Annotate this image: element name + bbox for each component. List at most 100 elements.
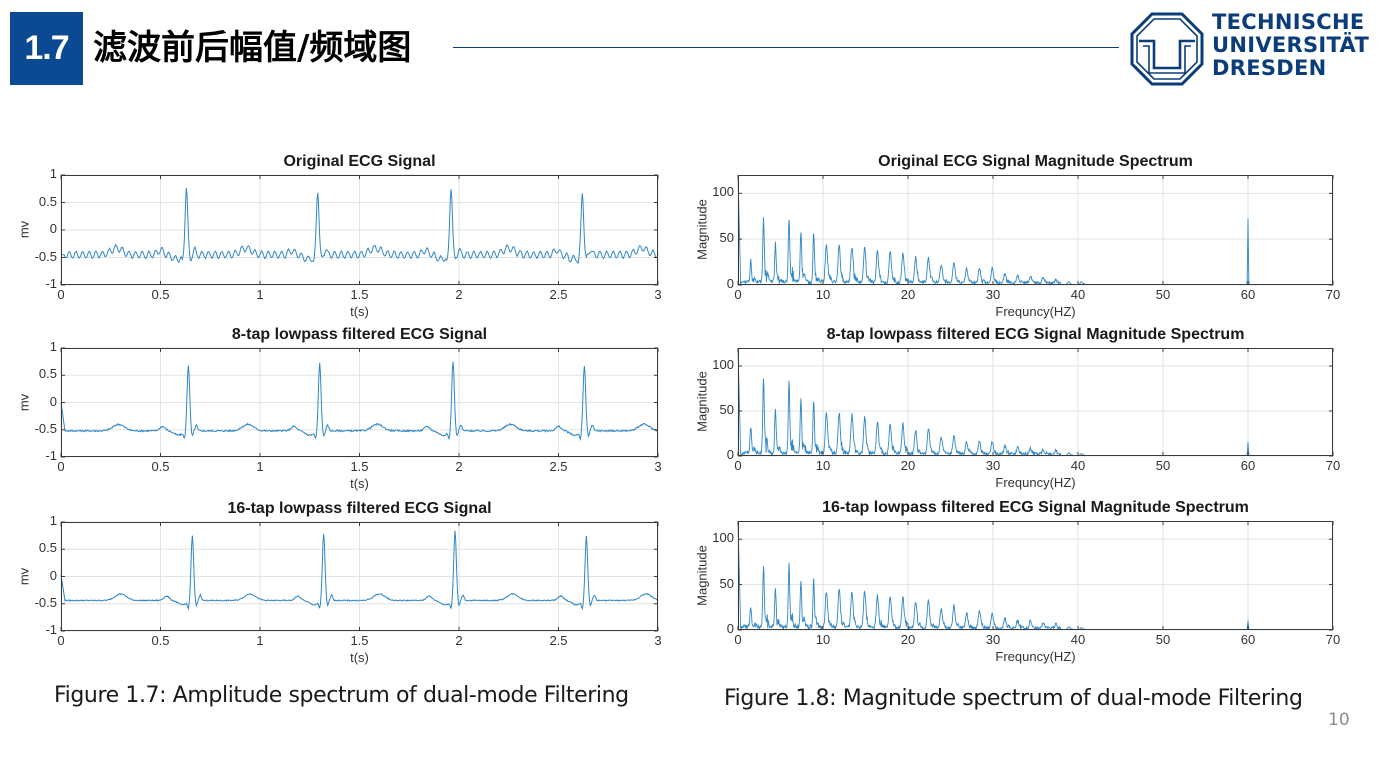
y-axis-label: Magnitude	[694, 371, 710, 432]
x-tick-label: 70	[1325, 287, 1341, 302]
tu-dresden-octagon-logo-icon	[1130, 12, 1204, 86]
logo-line-2: UNIVERSITÄT	[1212, 33, 1370, 57]
x-tick-label: 10	[815, 287, 831, 302]
section-number: 1.7	[24, 29, 69, 67]
tu-dresden-logo: TECHNISCHE UNIVERSITÄT DRESDEN	[1130, 11, 1380, 86]
data-series-line	[60, 530, 659, 611]
chart-title: 16-tap lowpass filtered ECG Signal	[227, 500, 492, 517]
y-tick-label: 100	[712, 357, 734, 372]
x-tick-label: 3	[654, 633, 662, 648]
x-tick-label: 30	[985, 458, 1001, 473]
chart-5: 8-tap lowpass filtered ECG Signal Magnit…	[695, 326, 1341, 490]
y-tick-label: 100	[712, 184, 734, 200]
y-tick-label: 1	[49, 166, 57, 181]
x-tick-label: 10	[815, 458, 831, 473]
chart-3: 16-tap lowpass filtered ECG Signal 0 0.5 1 1…	[17, 500, 662, 665]
y-tick-label: 0.5	[38, 193, 57, 209]
y-tick-label: -0.5	[34, 594, 57, 610]
x-tick-label: 0	[734, 458, 742, 473]
x-tick-label: 50	[1155, 287, 1171, 302]
chart-6: 16-tap lowpass filtered ECG Signal Magni…	[695, 499, 1341, 664]
y-tick-label: 0	[49, 393, 57, 409]
plot-area	[737, 174, 1334, 287]
logo-line-3: DRESDEN	[1212, 56, 1327, 80]
y-tick-label: 50	[719, 230, 734, 246]
x-axis-label: Frequncy(HZ)	[995, 304, 1076, 319]
x-tick-label: 60	[1240, 458, 1256, 473]
y-tick-label: 50	[719, 402, 734, 417]
x-tick-label: 2	[455, 287, 463, 302]
x-tick-label: 0.5	[151, 287, 170, 302]
y-axis-label: mv	[16, 567, 32, 585]
x-tick-label: 70	[1325, 632, 1341, 647]
chart-title: 8-tap lowpass filtered ECG Signal Magnit…	[826, 326, 1245, 343]
x-tick-label: 2.5	[549, 287, 568, 302]
chart-title: Original ECG Signal Magnitude Spectrum	[878, 153, 1193, 170]
x-tick-label: 1.5	[350, 459, 369, 474]
y-tick-label: -1	[45, 622, 57, 637]
figure-caption-left: Figure 1.7: Amplitude spectrum of dual-m…	[54, 683, 629, 708]
y-tick-label: 1	[49, 513, 57, 528]
x-tick-label: 2	[455, 633, 463, 648]
y-tick-label: -0.5	[34, 420, 57, 436]
y-tick-label: 100	[712, 530, 734, 546]
x-tick-label: 0	[734, 287, 742, 302]
x-tick-label: 10	[815, 632, 831, 647]
y-axis-label: Magnitude	[694, 544, 710, 606]
chart-title: Original ECG Signal	[283, 153, 436, 170]
title-divider	[453, 47, 1119, 48]
y-axis-label: mv	[16, 393, 32, 411]
chart-4: Original ECG Signal Magnitude Spectrum 0 1…	[695, 153, 1341, 319]
x-tick-label: 0	[734, 632, 742, 647]
x-tick-label: 1	[256, 459, 264, 474]
x-tick-label: 60	[1240, 632, 1256, 647]
data-series-line	[61, 187, 659, 264]
x-axis-label: t(s)	[350, 304, 369, 319]
x-tick-label: 20	[900, 458, 916, 473]
plot-area	[60, 347, 659, 458]
x-tick-label: 40	[1070, 458, 1086, 473]
x-tick-label: 1.5	[350, 287, 369, 302]
x-tick-label: 1	[256, 287, 264, 302]
x-tick-label: 20	[900, 632, 916, 647]
x-tick-label: 70	[1325, 458, 1341, 473]
y-tick-label: 0	[49, 221, 57, 236]
chart-title: 16-tap lowpass filtered ECG Signal Magni…	[822, 499, 1249, 516]
x-tick-label: 0.5	[151, 633, 170, 648]
x-tick-label: 0	[57, 459, 65, 474]
y-tick-label: -0.5	[34, 248, 57, 264]
plot-area	[737, 520, 1334, 631]
x-tick-label: 2	[455, 459, 463, 474]
chart-2: 8-tap lowpass filtered ECG Signal 0 0.5 1 1.…	[17, 326, 662, 491]
y-axis-label: Magnitude	[694, 199, 710, 260]
y-tick-label: 0.5	[38, 366, 57, 382]
data-series-line	[737, 347, 1333, 457]
x-tick-label: 30	[985, 632, 1001, 647]
x-tick-label: 40	[1070, 632, 1086, 647]
plot-area	[60, 521, 659, 632]
chart-1: Original ECG Signal 0 0.5 1 1.5 2 2.5 3 1 0.5 0 -0.…	[17, 153, 662, 319]
x-tick-label: 60	[1240, 287, 1256, 302]
x-tick-label: 0	[57, 633, 65, 648]
figure-caption-right: Figure 1.8: Magnitude spectrum of dual-m…	[724, 686, 1303, 711]
section-number-badge: 1.7	[10, 12, 83, 85]
x-tick-label: 1.5	[350, 633, 369, 648]
x-tick-label: 50	[1155, 632, 1171, 647]
x-tick-label: 0.5	[151, 459, 170, 474]
logo-wordmark: TECHNISCHE UNIVERSITÄT DRESDEN	[1212, 11, 1369, 80]
y-tick-label: -1	[45, 448, 57, 463]
x-tick-label: 40	[1070, 287, 1086, 302]
x-tick-label: 0	[57, 287, 65, 302]
y-tick-label: 0.5	[38, 540, 57, 556]
y-axis-label: mv	[16, 220, 32, 239]
x-axis-label: Frequncy(HZ)	[995, 475, 1076, 490]
x-tick-label: 1	[256, 633, 264, 648]
x-tick-label: 2.5	[549, 633, 568, 648]
data-series-line	[60, 361, 659, 442]
y-tick-label: 1	[49, 339, 57, 354]
x-axis-label: Frequncy(HZ)	[995, 649, 1076, 664]
x-tick-label: 20	[900, 287, 916, 302]
x-tick-label: 30	[985, 287, 1001, 302]
page-title: 滤波前后幅值/频域图	[93, 28, 412, 68]
x-tick-label: 3	[654, 459, 662, 474]
